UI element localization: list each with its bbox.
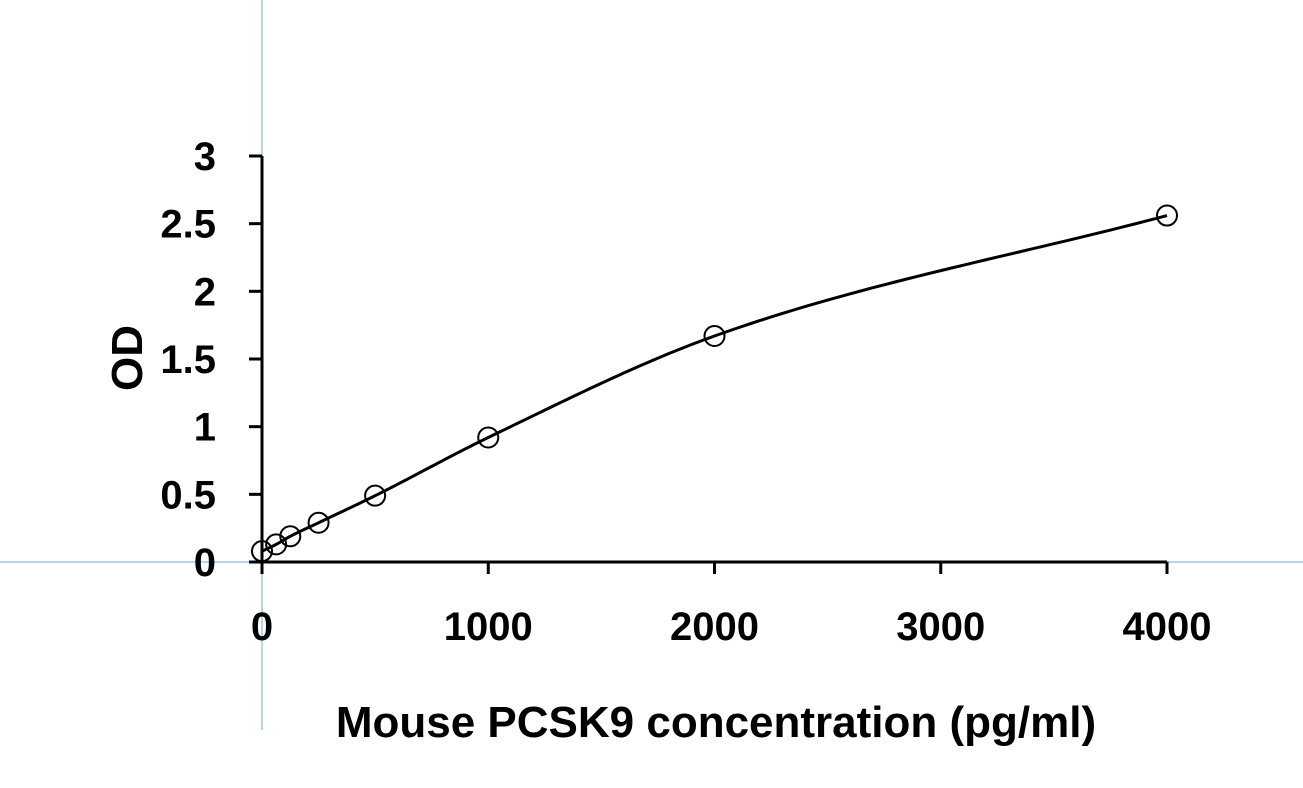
data-point: [364, 484, 387, 507]
y-tick-label: 3: [194, 135, 216, 179]
x-axis-ticks: 0 1000 2000 3000 4000: [251, 562, 1212, 649]
data-points: [251, 204, 1178, 563]
data-point: [703, 324, 726, 347]
x-axis-title: Mouse PCSK9 concentration (pg/ml): [336, 698, 1096, 747]
data-point: [279, 525, 302, 548]
axes: [260, 156, 1167, 564]
fit-curve: [261, 214, 1168, 553]
x-tick-label: 1000: [444, 605, 533, 649]
x-tick-label: 2000: [670, 605, 759, 649]
x-tick-label: 0: [251, 605, 273, 649]
y-tick-label: 2: [194, 270, 216, 314]
y-axis-ticks: 0 0.5 1 1.5 2 2.5 3: [160, 135, 262, 585]
data-point: [251, 540, 273, 563]
y-tick-label: 2.5: [160, 203, 216, 247]
x-tick-label: 4000: [1123, 605, 1212, 649]
y-tick-label: 0.5: [160, 473, 216, 517]
data-point: [1156, 204, 1178, 227]
y-axis-title: OD: [103, 325, 152, 391]
y-tick-label: 0: [194, 541, 216, 585]
y-tick-label: 1: [194, 406, 216, 450]
data-point: [307, 511, 330, 534]
fit-curve-path: [261, 214, 1168, 553]
data-point: [477, 426, 500, 449]
y-tick-label: 1.5: [160, 338, 216, 382]
x-tick-label: 3000: [896, 605, 985, 649]
